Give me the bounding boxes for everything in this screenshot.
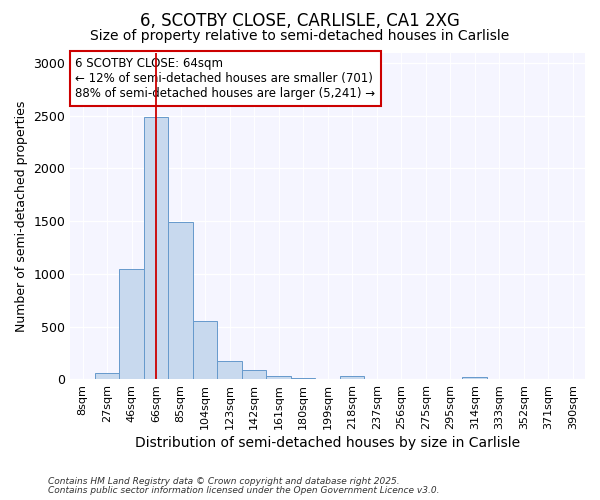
Text: Contains HM Land Registry data © Crown copyright and database right 2025.: Contains HM Land Registry data © Crown c… — [48, 477, 400, 486]
Y-axis label: Number of semi-detached properties: Number of semi-detached properties — [15, 100, 28, 332]
Bar — [144, 117, 169, 379]
Bar — [193, 320, 217, 379]
Text: 6, SCOTBY CLOSE, CARLISLE, CA1 2XG: 6, SCOTBY CLOSE, CARLISLE, CA1 2XG — [140, 12, 460, 30]
Text: Contains public sector information licensed under the Open Government Licence v3: Contains public sector information licen… — [48, 486, 439, 495]
Bar — [242, 370, 266, 379]
Bar — [364, 378, 389, 379]
Bar — [119, 268, 144, 379]
Text: Size of property relative to semi-detached houses in Carlisle: Size of property relative to semi-detach… — [91, 29, 509, 43]
Bar — [266, 376, 291, 379]
Bar — [340, 376, 364, 379]
Bar — [217, 362, 242, 379]
Text: 6 SCOTBY CLOSE: 64sqm
← 12% of semi-detached houses are smaller (701)
88% of sem: 6 SCOTBY CLOSE: 64sqm ← 12% of semi-deta… — [76, 58, 376, 100]
Bar — [95, 374, 119, 379]
X-axis label: Distribution of semi-detached houses by size in Carlisle: Distribution of semi-detached houses by … — [135, 436, 520, 450]
Bar — [169, 222, 193, 379]
Bar — [463, 377, 487, 379]
Bar — [316, 378, 340, 379]
Bar — [291, 378, 316, 379]
